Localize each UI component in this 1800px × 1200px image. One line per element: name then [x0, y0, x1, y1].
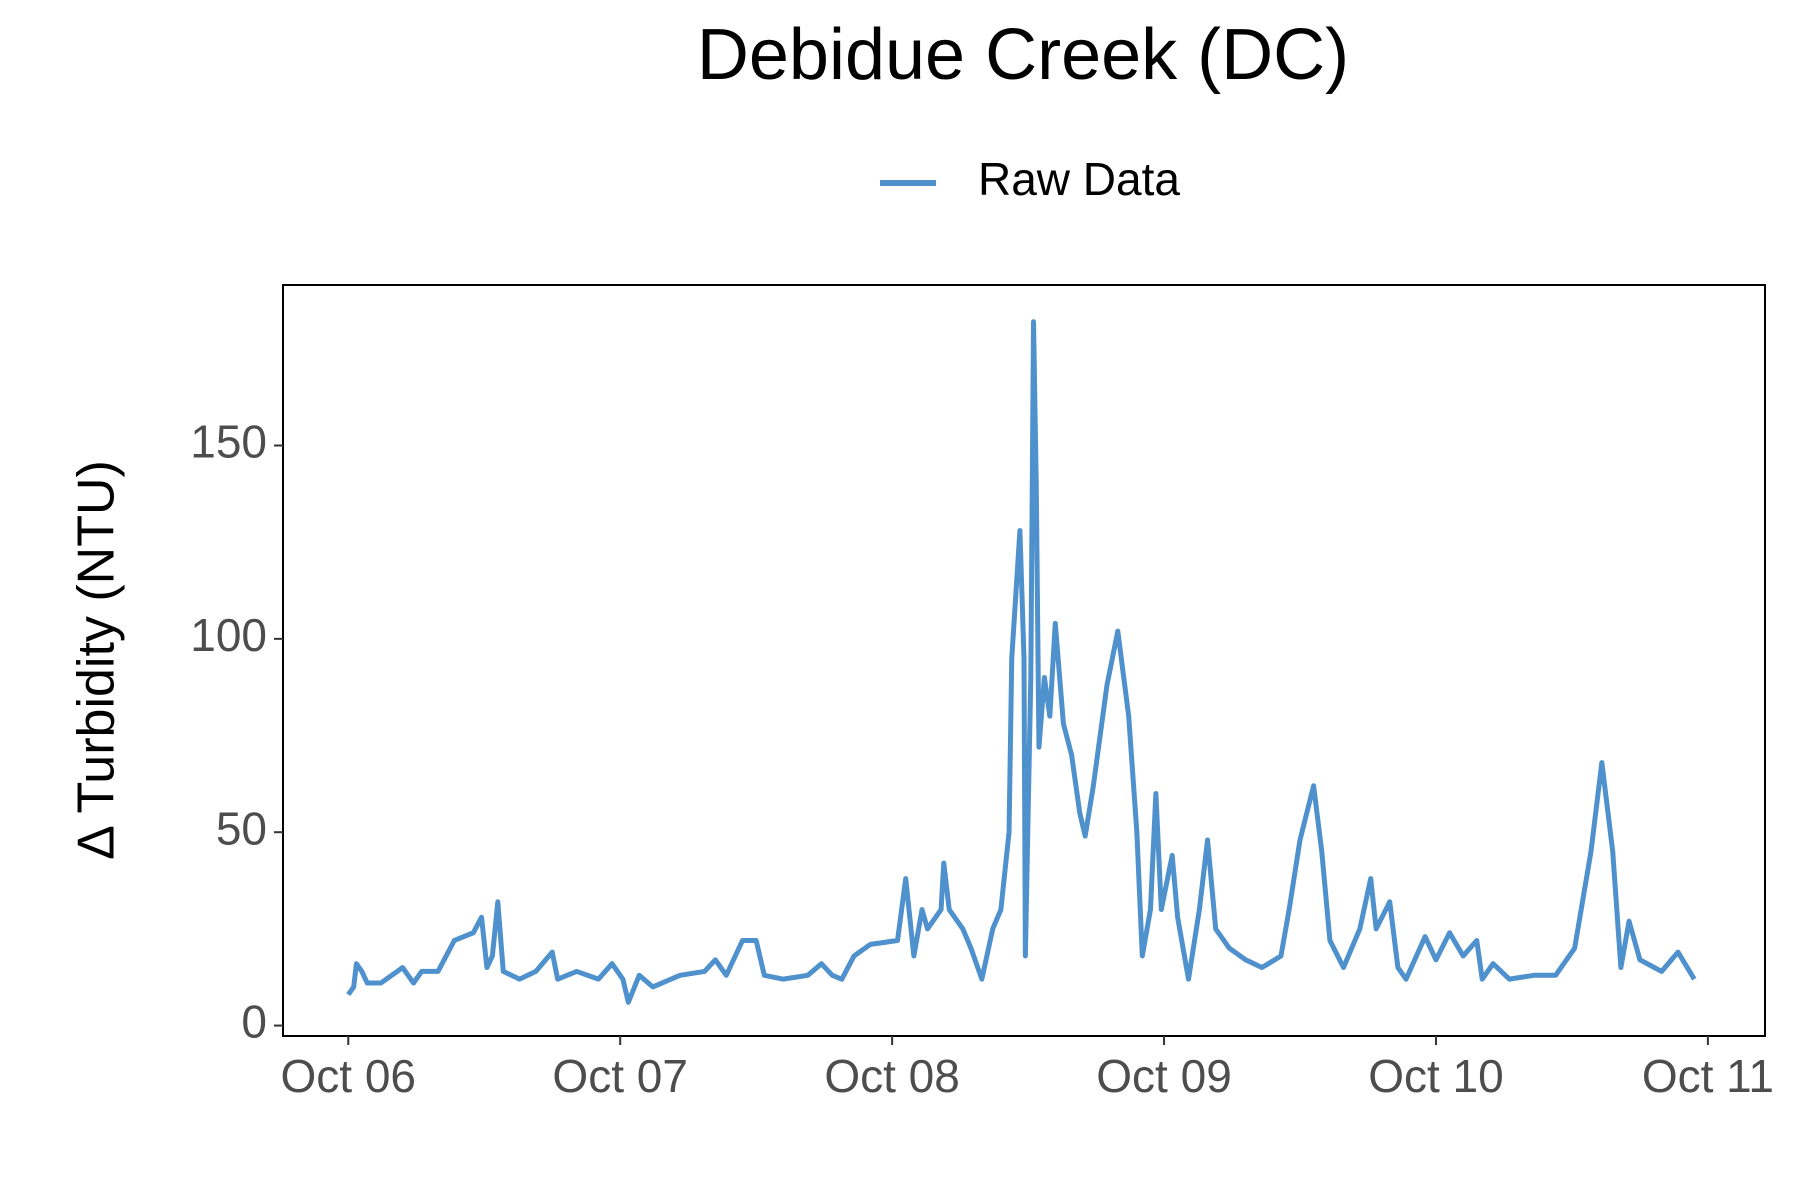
x-tick-label: Oct 10: [1368, 1050, 1504, 1102]
data-line: [346, 319, 1697, 1005]
y-tick-label: 0: [241, 996, 267, 1048]
x-tick-label: Oct 11: [1642, 1050, 1774, 1102]
x-tick-label: Oct 06: [281, 1050, 417, 1102]
y-tick-label: 50: [216, 802, 267, 854]
x-tick-label: Oct 08: [824, 1050, 960, 1102]
plot-frame: [282, 284, 1766, 1037]
legend-label: Raw Data: [978, 153, 1180, 205]
x-tick-label: Oct 07: [552, 1050, 688, 1102]
x-tick-label: Oct 09: [1096, 1050, 1232, 1102]
chart-title: Debidue Creek (DC): [697, 15, 1349, 95]
y-axis-title: Δ Turbidity (NTU): [68, 460, 126, 860]
y-tick-label: 100: [190, 609, 267, 661]
y-tick-label: 150: [190, 416, 267, 468]
